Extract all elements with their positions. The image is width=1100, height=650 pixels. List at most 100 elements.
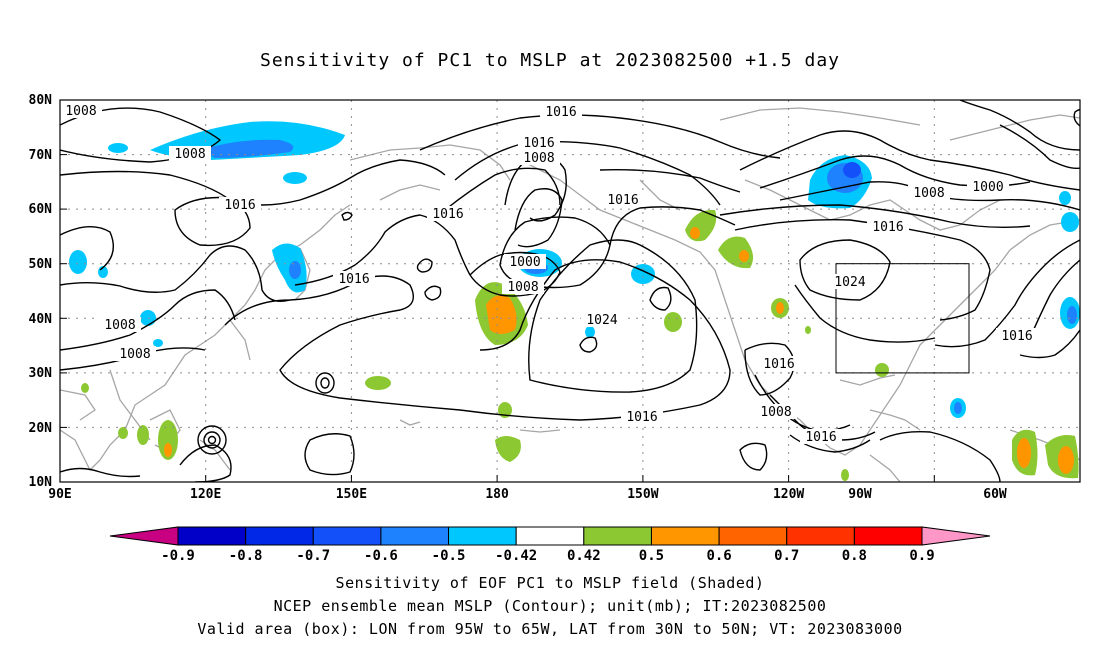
- caption-line-2: NCEP ensemble mean MSLP (Contour); unit(…: [273, 597, 827, 615]
- lon-label-90e: 90E: [48, 487, 71, 502]
- colorbar-swatch: [380, 526, 450, 546]
- colorbar-tick-label: -0.9: [161, 548, 195, 564]
- contour-label-text: 1008: [507, 280, 538, 295]
- colorbar-swatch-min: [109, 526, 179, 546]
- lat-label-70n: 70N: [29, 148, 53, 163]
- contour-label-text: 1016: [607, 193, 638, 208]
- colorbar-swatch: [515, 526, 585, 546]
- contour-label: 1008: [518, 150, 560, 166]
- contour-label: 1016: [621, 409, 663, 425]
- contour-label: 1008: [169, 146, 211, 162]
- contour-label: 1016: [758, 356, 800, 372]
- contour-label-text: 1008: [760, 405, 791, 420]
- contour-label: 1008: [502, 279, 544, 295]
- contour-label-text: 1000: [972, 180, 1003, 195]
- contour-label: 1016: [518, 135, 560, 151]
- contour-label-text: 1016: [432, 207, 463, 222]
- contour-label: 1024: [829, 274, 871, 290]
- contour-label: 1008: [908, 185, 950, 201]
- contour-label-text: 1024: [834, 275, 865, 290]
- map-title: Sensitivity of PC1 to MSLP at 2023082500…: [259, 50, 840, 71]
- colorbar-tick-label: 0.42: [567, 548, 601, 564]
- lon-label-90w: 90W: [848, 487, 872, 502]
- lon-label-60w: 60W: [983, 487, 1007, 502]
- colorbar-tick-label: 0.8: [842, 548, 867, 564]
- contour-label: 1008: [99, 317, 141, 333]
- contour-label: 1024: [581, 312, 623, 328]
- lon-label-120e: 120E: [190, 487, 221, 502]
- colorbar-tick-label: -0.8: [229, 548, 263, 564]
- lon-label-150w: 150W: [627, 487, 658, 502]
- lat-label-40n: 40N: [29, 312, 53, 327]
- contour-label: 1016: [219, 197, 261, 213]
- colorbar-swatch: [245, 526, 314, 546]
- contour-label: 1008: [114, 346, 156, 362]
- colorbar-swatch: [583, 526, 652, 546]
- contour-label-text: 1016: [626, 410, 657, 425]
- contour-label-text: 1016: [523, 136, 554, 151]
- contour-label: 1008: [755, 404, 797, 420]
- contour-label: 1016: [996, 328, 1038, 344]
- contour-label-text: 1016: [1001, 329, 1032, 344]
- colorbar-tick-label: 0.7: [774, 548, 799, 564]
- colorbar-tick-label: -0.7: [296, 548, 330, 564]
- contour-label-text: 1016: [338, 272, 369, 287]
- lon-label-150e: 150E: [336, 487, 367, 502]
- lon-label-120w: 120W: [773, 487, 804, 502]
- colorbar-tick-label: 0.9: [909, 548, 934, 564]
- mslp-contours: [60, 100, 1080, 482]
- contour-label-text: 1008: [65, 104, 96, 119]
- contour-label: 1008: [60, 103, 102, 119]
- colorbar-swatch: [786, 526, 855, 546]
- axis-ticks: [60, 99, 935, 482]
- colorbar-swatch-max: [921, 526, 991, 546]
- lat-label-60n: 60N: [29, 202, 53, 217]
- contour-label-text: 1016: [805, 430, 836, 445]
- contour-label-text: 1024: [586, 313, 617, 328]
- colorbar-swatch: [312, 526, 382, 546]
- lat-label-10n: 10N: [29, 475, 53, 490]
- colorbar-labels: -0.9 -0.8 -0.7 -0.6 -0.5 -0.42 0.42 0.5 0.6 0.7 0.…: [161, 548, 935, 564]
- contour-label: 1016: [427, 206, 469, 222]
- contour-label-text: 1016: [545, 105, 576, 120]
- colorbar-tick-label: -0.42: [495, 548, 537, 564]
- colorbar: [109, 526, 991, 546]
- caption-line-1: Sensitivity of EOF PC1 to MSLP field (Sh…: [335, 574, 765, 592]
- colorbar-tick-label: -0.5: [432, 548, 466, 564]
- lat-label-20n: 20N: [29, 421, 53, 436]
- valid-area-box: [835, 263, 970, 374]
- contour-label: 1016: [0, 0, 16, 4]
- contour-label: 1000: [504, 254, 546, 270]
- contour-label-text: 1016: [224, 198, 255, 213]
- contour-label-text: 1008: [913, 186, 944, 201]
- contour-label-text: 1016: [872, 220, 903, 235]
- caption-line-3: Valid area (box): LON from 95W to 65W, L…: [197, 620, 903, 638]
- colorbar-swatch: [448, 526, 517, 546]
- contour-label: 1016: [867, 219, 909, 235]
- lon-label-180: 180: [485, 487, 509, 502]
- colorbar-swatch: [853, 526, 923, 546]
- contour-label-text: 1008: [174, 147, 205, 162]
- map-frame: [59, 99, 1081, 483]
- lat-label-30n: 30N: [29, 366, 53, 381]
- colorbar-swatch: [650, 526, 720, 546]
- contour-label-text: 1016: [0, 0, 16, 4]
- contour-label-text: 1000: [509, 255, 540, 270]
- contour-label-text: 1008: [523, 151, 554, 166]
- contour-label-text: 1008: [119, 347, 150, 362]
- lat-label-50n: 50N: [29, 257, 53, 272]
- colorbar-tick-label: 0.6: [706, 548, 731, 564]
- contour-label-group: 1008 1008 1008 1016 1016 1016 1008 1016 …: [0, 0, 1038, 445]
- colorbar-swatch: [718, 526, 788, 546]
- contour-label: 1016: [540, 104, 582, 120]
- contour-label: 1016: [800, 429, 842, 445]
- contour-label: 1016: [333, 271, 375, 287]
- colorbar-tick-label: -0.6: [364, 548, 398, 564]
- contour-label: 1000: [967, 179, 1009, 195]
- contour-label-text: 1008: [104, 318, 135, 333]
- lat-label-80n: 80N: [29, 93, 53, 108]
- contour-label-text: 1016: [763, 357, 794, 372]
- contour-label: 1016: [602, 192, 644, 208]
- colorbar-tick-label: 0.5: [639, 548, 664, 564]
